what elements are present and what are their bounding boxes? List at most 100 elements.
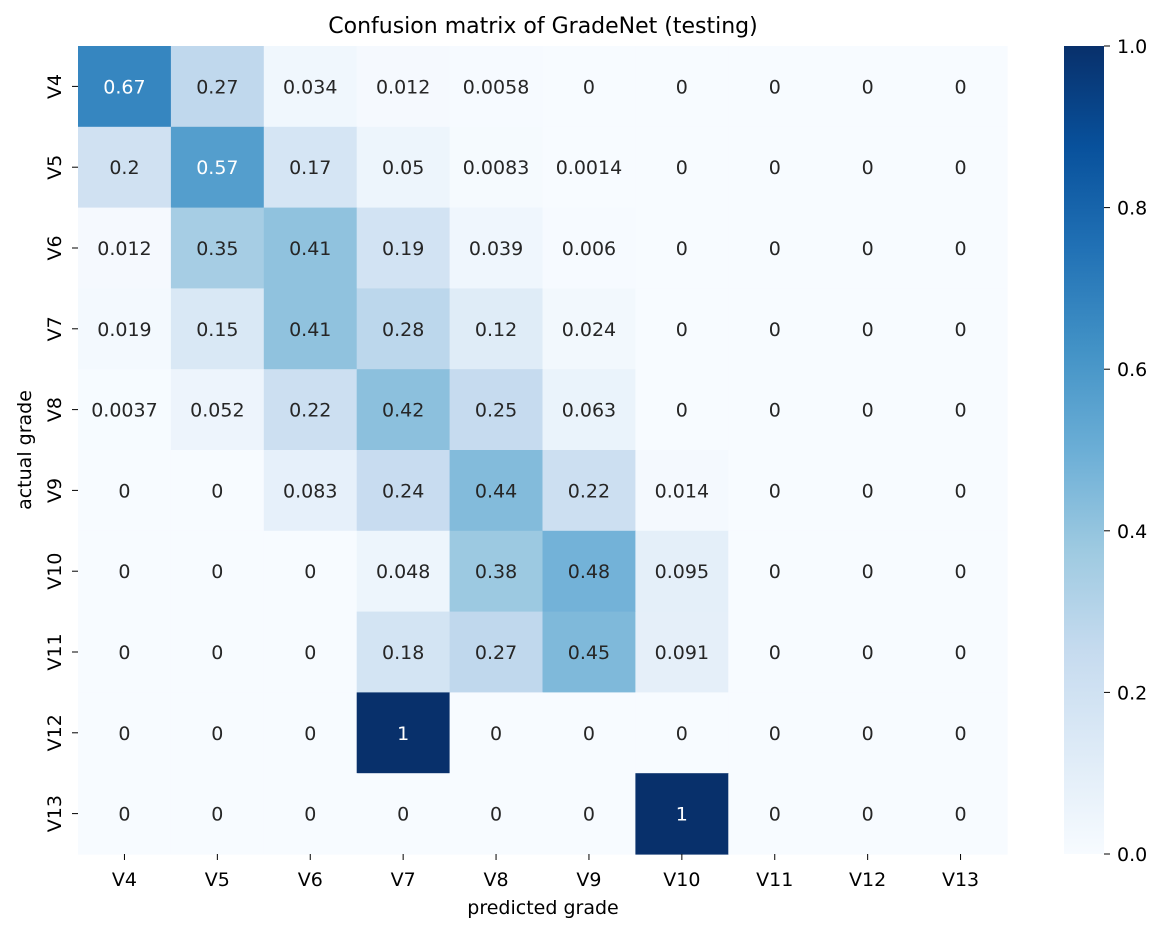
- heatmap-cell: [449, 46, 544, 128]
- heatmap-cell: [728, 207, 822, 289]
- heatmap-cell: [449, 369, 544, 451]
- heatmap-cell: [635, 611, 729, 693]
- colorbar: [1064, 46, 1104, 854]
- cell-label: 0: [676, 400, 688, 422]
- cell-label: 0: [769, 400, 781, 422]
- heatmap-cell: [821, 46, 915, 128]
- heatmap-cell: [821, 692, 915, 774]
- chart-title: Confusion matrix of GradeNet (testing): [328, 14, 757, 39]
- heatmap-cell: [356, 207, 451, 289]
- heatmap-cell: [170, 369, 265, 451]
- colorbar-tick-label: 0.8: [1117, 198, 1147, 220]
- cell-label: 0.28: [382, 319, 424, 341]
- heatmap-cell: [356, 369, 451, 451]
- x-tick-label: V5: [205, 869, 230, 891]
- cell-label: 0.048: [376, 561, 430, 583]
- cell-label: 0: [118, 804, 130, 826]
- heatmap-cell: [78, 288, 172, 370]
- y-tick-label: V4: [44, 74, 66, 99]
- y-tick-label: V5: [44, 155, 66, 180]
- cell-label: 1: [676, 804, 688, 826]
- heatmap-cell: [635, 773, 729, 855]
- cell-label: 0: [304, 642, 316, 664]
- cell-label: 0.012: [97, 238, 151, 260]
- heatmap-cell: [356, 288, 451, 370]
- heatmap-cell: [542, 207, 636, 289]
- cell-label: 0: [118, 480, 130, 502]
- heatmap-cell: [728, 773, 822, 855]
- heatmap-cell: [914, 288, 1008, 370]
- heatmap-cell: [449, 530, 544, 613]
- heatmap-cell: [356, 46, 451, 128]
- y-tick-label: V11: [44, 633, 66, 670]
- cell-label: 0: [490, 804, 502, 826]
- cell-label: 0.052: [190, 400, 244, 422]
- x-tick-label: V13: [942, 869, 979, 891]
- heatmap-cell: [914, 207, 1008, 289]
- y-tick-label: V9: [44, 478, 66, 503]
- cell-label: 0: [955, 804, 967, 826]
- heatmap-cell: [821, 369, 915, 451]
- heatmap-cell: [635, 369, 729, 451]
- cell-label: 0.67: [103, 76, 145, 98]
- x-tick-label: V12: [849, 869, 886, 891]
- heatmap-cell: [635, 46, 729, 128]
- heatmap-cell: [542, 288, 636, 370]
- heatmap-cell: [356, 773, 451, 855]
- x-tick-label: V10: [663, 869, 700, 891]
- y-tick-label: V6: [44, 235, 66, 260]
- heatmap-cell: [263, 46, 358, 128]
- cell-label: 0.006: [562, 238, 616, 260]
- heatmap-cell: [263, 207, 358, 289]
- heatmap-cells: 0.67 0.27 0.034 0.012 0.0058 0 0 0 0 0 0.2 0.57 0.17…: [78, 46, 1008, 855]
- heatmap-cell: [170, 450, 265, 532]
- cell-label: 0: [304, 804, 316, 826]
- heatmap-cell: [263, 369, 358, 451]
- cell-label: 0: [955, 723, 967, 745]
- heatmap-cell: [263, 611, 358, 693]
- heatmap-cell: [356, 530, 451, 613]
- y-tick-label: V10: [44, 553, 66, 590]
- cell-label: 0: [583, 804, 595, 826]
- heatmap-cell: [263, 773, 358, 855]
- heatmap-cell: [356, 611, 451, 693]
- cell-label: 0: [583, 76, 595, 98]
- heatmap-cell: [821, 773, 915, 855]
- heatmap-cell: [635, 288, 729, 370]
- heatmap-cell: [170, 288, 265, 370]
- cell-label: 0.25: [475, 400, 517, 422]
- cell-label: 0: [304, 561, 316, 583]
- cell-label: 0: [955, 561, 967, 583]
- heatmap-cell: [542, 692, 636, 774]
- cell-label: 0: [769, 642, 781, 664]
- heatmap-cell: [821, 207, 915, 289]
- y-axis-label: actual grade: [14, 390, 36, 510]
- cell-label: 0: [955, 400, 967, 422]
- cell-label: 0: [862, 642, 874, 664]
- heatmap-cell: [914, 773, 1008, 855]
- heatmap-cell: [821, 530, 915, 613]
- cell-label: 0: [676, 238, 688, 260]
- cell-label: 0.095: [655, 561, 709, 583]
- cell-label: 0.48: [568, 561, 610, 583]
- colorbar-tick-label: 0.2: [1117, 682, 1147, 704]
- heatmap-cell: [728, 46, 822, 128]
- heatmap-cell: [263, 126, 358, 209]
- cell-label: 0: [211, 561, 223, 583]
- cell-label: 0.19: [382, 238, 424, 260]
- cell-label: 0: [862, 238, 874, 260]
- heatmap-cell: [542, 369, 636, 451]
- y-tick-label: V13: [44, 795, 66, 832]
- cell-label: 0: [769, 238, 781, 260]
- heatmap-cell: [449, 773, 544, 855]
- heatmap-cell: [821, 611, 915, 693]
- heatmap-cell: [635, 692, 729, 774]
- heatmap-cell: [170, 530, 265, 613]
- heatmap-cell: [914, 611, 1008, 693]
- cell-label: 0.44: [475, 480, 517, 502]
- cell-label: 0: [955, 157, 967, 179]
- heatmap-cell: [78, 611, 172, 693]
- cell-label: 0: [862, 480, 874, 502]
- heatmap-cell: [263, 692, 358, 774]
